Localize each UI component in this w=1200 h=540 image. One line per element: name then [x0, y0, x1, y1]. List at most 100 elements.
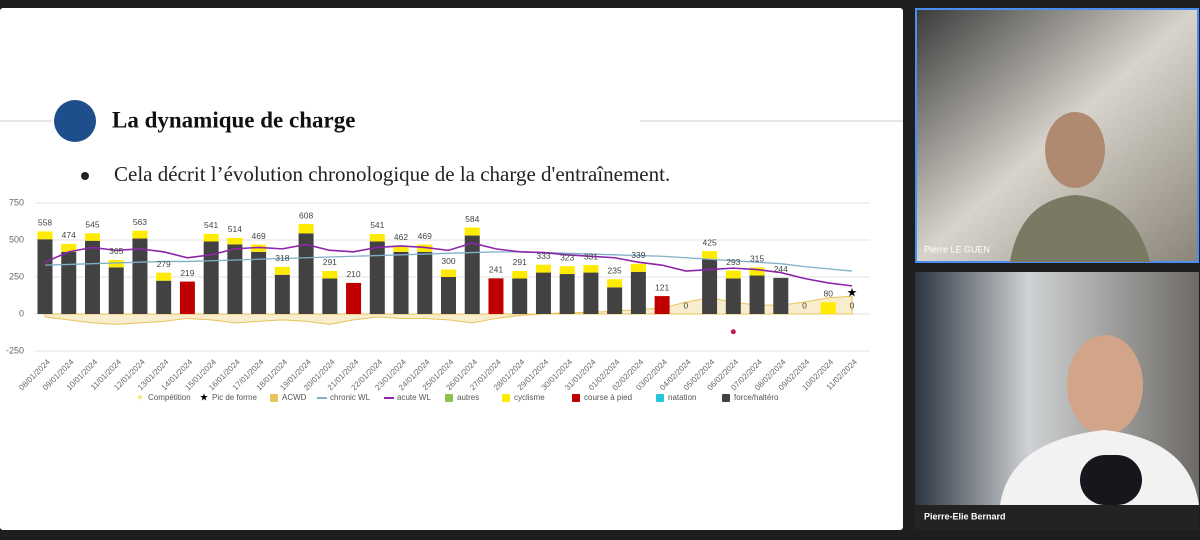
value-label: 121	[655, 282, 669, 292]
legend-swatch	[270, 394, 278, 402]
participant-name: Pierre LE GUEN	[924, 244, 990, 254]
bar	[298, 233, 314, 314]
value-label: 608	[299, 210, 313, 220]
legend-label: force/haltéro	[734, 393, 779, 402]
bar	[607, 279, 623, 288]
y-tick-label: -250	[6, 345, 24, 355]
bar	[322, 270, 338, 279]
bar	[773, 277, 789, 314]
value-label: 563	[133, 217, 147, 227]
legend-label: course à pied	[584, 393, 632, 402]
value-label: 545	[85, 220, 99, 230]
bar	[464, 227, 480, 236]
bullet-dot	[81, 172, 89, 180]
value-label: 365	[109, 246, 123, 256]
legend-label: Compétition	[148, 393, 191, 402]
value-label: 0	[683, 300, 688, 310]
bar	[583, 272, 599, 314]
bar	[369, 241, 385, 314]
legend-swatch	[572, 394, 580, 402]
bar	[702, 259, 718, 314]
bar	[369, 233, 385, 242]
bar	[179, 281, 195, 314]
bar	[274, 274, 290, 314]
bar	[820, 302, 836, 314]
line	[44, 242, 853, 287]
bar	[203, 241, 219, 314]
bar	[156, 272, 172, 281]
value-label: 541	[204, 220, 218, 230]
bar	[298, 224, 314, 234]
legend-label: acute WL	[397, 393, 431, 402]
bar	[61, 251, 77, 314]
y-tick-label: 750	[9, 197, 24, 207]
value-label: 558	[38, 218, 52, 228]
value-label: 0	[802, 300, 807, 310]
value-label: 0	[850, 300, 855, 310]
value-label: 235	[608, 265, 622, 275]
bar	[156, 280, 172, 314]
bar	[322, 278, 338, 314]
bar	[84, 240, 100, 314]
bar	[132, 230, 148, 239]
bar	[488, 278, 504, 314]
bar	[559, 274, 575, 314]
title-bullet	[54, 100, 96, 142]
bar	[227, 237, 243, 245]
value-label: 541	[370, 220, 384, 230]
bar	[393, 251, 409, 314]
bar	[251, 251, 267, 314]
bar	[749, 275, 765, 314]
value-label: 300	[441, 256, 455, 266]
value-label: 318	[275, 253, 289, 263]
legend-label: autres	[457, 393, 479, 402]
y-tick-label: 500	[9, 234, 24, 244]
slide-title: La dynamique de charge	[112, 107, 355, 132]
bar	[393, 245, 409, 252]
bar	[274, 266, 290, 275]
bar	[535, 264, 551, 273]
legend-swatch: ★	[200, 393, 209, 404]
chart: -2500250500750★55808/01/202447409/01/202…	[6, 197, 870, 404]
bar	[702, 251, 718, 260]
value-label: 425	[702, 237, 716, 247]
value-label: 291	[323, 257, 337, 267]
legend-swatch	[656, 394, 664, 402]
bar	[512, 278, 528, 314]
person	[1067, 335, 1143, 435]
legend-swatch	[445, 394, 453, 402]
bar	[132, 238, 148, 314]
bar	[441, 269, 456, 277]
bar	[108, 267, 124, 314]
participant-name: Pierre-Elie Bernard	[924, 511, 1006, 521]
legend-label: chronic WL	[330, 393, 371, 402]
bar	[37, 239, 53, 314]
value-label: 469	[252, 231, 266, 241]
value-label: 469	[418, 231, 432, 241]
bar	[37, 231, 53, 240]
bar	[108, 259, 124, 268]
value-label: 514	[228, 224, 242, 234]
legend-swatch	[502, 394, 510, 402]
bar	[346, 282, 362, 314]
legend-label: ACWD	[282, 393, 307, 402]
competition-point	[730, 329, 736, 335]
value-label: 462	[394, 232, 408, 242]
value-label: 80	[824, 288, 834, 298]
bar	[251, 244, 267, 252]
legend-label: natation	[668, 393, 696, 402]
value-label: 241	[489, 265, 503, 275]
bar	[441, 277, 456, 314]
bar	[227, 244, 243, 314]
bar	[417, 244, 433, 252]
bar	[512, 270, 528, 279]
value-label: 210	[346, 269, 360, 279]
legend-label: cyclisme	[514, 393, 545, 402]
bar	[559, 266, 575, 275]
bar	[464, 235, 480, 314]
bar	[725, 278, 741, 314]
bar	[607, 287, 623, 314]
value-label: 331	[584, 251, 598, 261]
bar	[654, 296, 670, 314]
